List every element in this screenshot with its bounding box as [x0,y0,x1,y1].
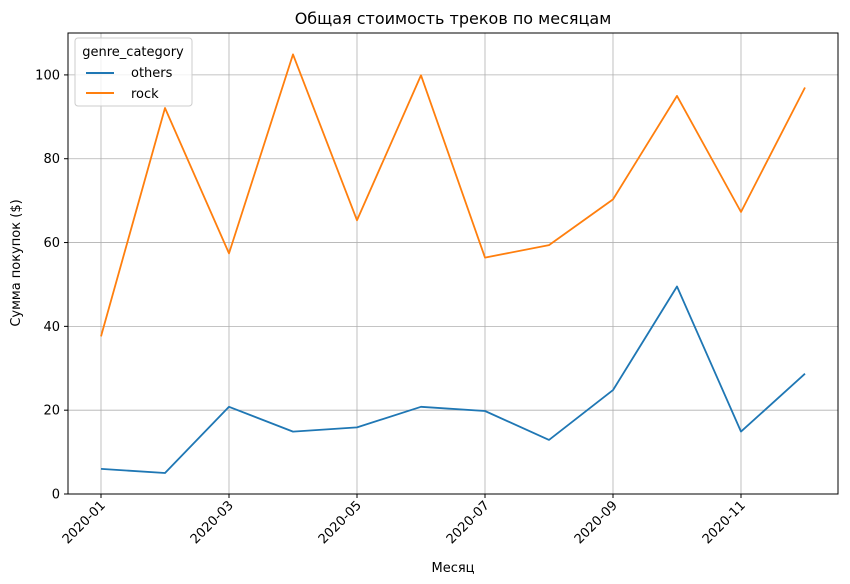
grid [68,33,838,495]
series-line-rock [100,53,806,337]
x-tick-label: 2020-01 [60,498,109,547]
y-axis-title: Сумма покупок ($) [9,199,24,326]
y-tick-label: 100 [35,68,60,83]
legend-box [74,37,193,107]
x-tick-label: 2020-07 [444,498,493,547]
x-tick-label: 2020-03 [188,498,237,547]
x-tick-label: 2020-09 [572,498,621,547]
y-axis: 0 20 40 60 80 100 [35,68,68,503]
legend-label-others: others [131,66,173,81]
chart-title: Общая стоимость треков по месяцам [295,9,612,28]
x-tick-label: 2020-05 [316,498,365,547]
y-tick-label: 80 [43,152,60,167]
legend: genre_category others rock [74,37,193,107]
legend-title: genre_category [82,45,184,60]
legend-label-rock: rock [131,87,159,102]
series-line-others [100,285,806,474]
y-tick-label: 20 [43,404,60,419]
x-tick-label: 2020-11 [700,498,749,547]
series-layer [100,53,806,474]
y-tick-label: 0 [52,488,60,503]
y-tick-label: 60 [43,236,60,251]
y-tick-label: 40 [43,320,60,335]
x-axis: 2020-01 2020-03 2020-05 2020-07 2020-09 2020-… [60,494,749,547]
plot-frame [67,32,839,495]
x-axis-title: Месяц [431,561,474,576]
